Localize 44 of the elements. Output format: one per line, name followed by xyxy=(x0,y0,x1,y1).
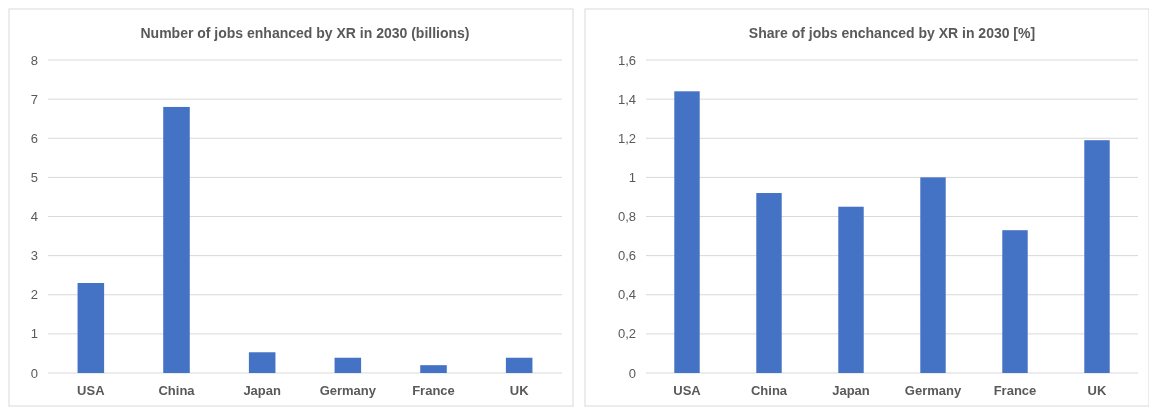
y-tick-label: 5 xyxy=(30,169,38,185)
x-tick-label: Germany xyxy=(319,383,377,398)
x-tick-label: France xyxy=(412,383,455,398)
x-tick-label: USA xyxy=(77,383,106,398)
x-tick-label: USA xyxy=(672,383,701,398)
bar xyxy=(673,91,700,373)
y-tick-label: 7 xyxy=(30,91,38,107)
x-tick-label: Germany xyxy=(904,383,962,398)
x-tick-label: UK xyxy=(1087,383,1107,398)
y-tick-label: 0,6 xyxy=(617,248,636,264)
y-tick-label: 0,2 xyxy=(617,326,636,342)
x-tick-label: China xyxy=(158,383,196,398)
y-tick-label: 1,2 xyxy=(617,130,636,146)
y-tick-label: 1 xyxy=(628,169,636,185)
x-tick-label: France xyxy=(993,383,1036,398)
y-tick-label: 0 xyxy=(30,365,38,381)
bar xyxy=(505,357,533,373)
y-tick-label: 3 xyxy=(30,248,38,264)
y-tick-label: 1,4 xyxy=(617,91,636,107)
y-tick-label: 1,6 xyxy=(617,52,636,68)
bar xyxy=(755,193,782,373)
chart-title: Share of jobs enchanced by XR in 2030 [%] xyxy=(748,25,1035,41)
bar xyxy=(919,177,946,373)
bar xyxy=(248,352,276,373)
y-tick-label: 1 xyxy=(30,326,38,342)
y-tick-label: 6 xyxy=(30,130,38,146)
bar xyxy=(77,283,105,373)
bar xyxy=(334,357,362,373)
x-tick-label: UK xyxy=(509,383,530,398)
y-tick-label: 0 xyxy=(628,365,636,381)
x-tick-label: China xyxy=(750,383,788,398)
y-tick-label: 8 xyxy=(30,52,38,68)
bar xyxy=(1083,140,1110,373)
chart-title: Number of jobs enhanced by XR in 2030 (billions) xyxy=(140,25,470,41)
y-tick-label: 2 xyxy=(30,287,38,303)
x-tick-label: Japan xyxy=(831,383,870,398)
bar xyxy=(163,106,190,373)
y-tick-label: 0,8 xyxy=(617,209,636,225)
y-tick-label: 4 xyxy=(30,209,38,225)
x-tick-label: Japan xyxy=(243,383,282,398)
bar xyxy=(1001,230,1028,373)
bar xyxy=(420,365,447,373)
bar xyxy=(837,206,864,373)
y-tick-label: 0,4 xyxy=(617,287,636,303)
